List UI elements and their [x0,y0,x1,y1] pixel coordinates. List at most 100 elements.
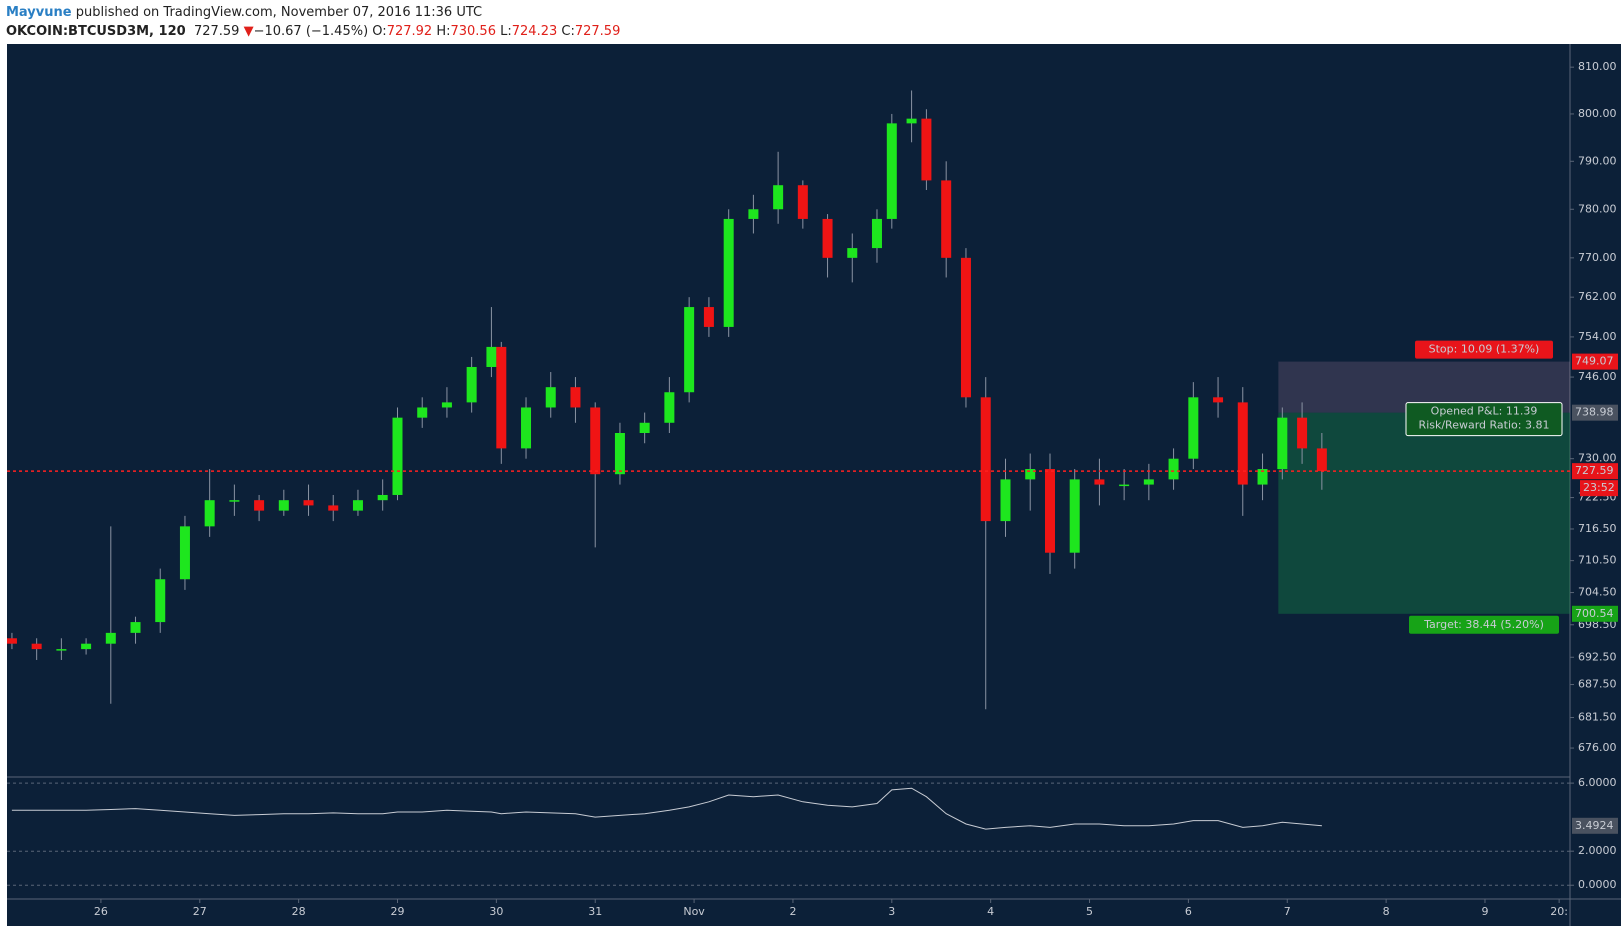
candle-body [1119,484,1130,487]
stop-label: Stop: 10.09 (1.37%) [1429,343,1540,356]
candle-body [377,494,388,501]
o-label: O: [372,24,387,39]
candle-body [352,500,363,511]
candle-body [328,505,339,511]
author[interactable]: Mayvune [6,5,72,20]
candle-body [1094,479,1105,485]
y-tick-label: 730.00 [1578,452,1617,465]
candle-body [1044,469,1055,553]
candle-body [545,387,556,408]
candle-body [1237,402,1248,485]
x-tick-label: 31 [588,905,602,918]
x-tick-label: 4 [987,905,994,918]
candle-body [773,185,784,210]
symbol: OKCOIN:BTCUSD3M, 120 [6,24,186,39]
candle-body [590,407,601,475]
target-zone [1278,412,1570,614]
candle-body [1213,397,1224,403]
candle-body [392,417,403,495]
axis-label: 738.98 [1575,406,1614,419]
y-tick-label: 710.50 [1578,554,1617,567]
last: 727.59 [193,24,240,39]
candle-body [703,307,714,327]
x-tick-label: 3 [888,905,895,918]
axis-label-bg [1572,463,1618,480]
l-label: L: [500,24,512,39]
candle-body [871,218,882,249]
axis-label-bg [1580,480,1618,497]
x-tick-label: 7 [1284,905,1291,918]
symbol-line: OKCOIN:BTCUSD3M, 120 727.59 ▼−10.67 (−1.… [6,22,620,41]
candle-body [921,118,932,181]
x-tick-label: Nov [683,905,705,918]
c-value: 727.59 [574,24,621,39]
axis-label: 749.07 [1575,355,1614,368]
y-tick-label: 687.50 [1578,678,1617,691]
candle-body [417,407,428,418]
candle-body [570,387,581,408]
pnl-label: Opened P&L: 11.39 [1431,405,1538,418]
axis-label: 700.54 [1575,607,1614,620]
x-tick-label: 2 [789,905,796,918]
l-value: 724.23 [511,24,558,39]
x-tick-label: 8 [1383,905,1390,918]
candle-body [1000,479,1011,522]
candle-body [822,218,833,258]
axis-label-bg [1572,605,1618,622]
candle-body [7,638,17,644]
x-tick-label: 26 [94,905,108,918]
candle-body [1257,469,1268,485]
candle-body [684,307,695,393]
target-label: Target: 38.44 (5.20%) [1423,618,1544,631]
candle-body [1188,397,1199,459]
publish-line: Mayvune published on TradingView.com, No… [6,3,620,22]
y2-tick-label: 6.0000 [1578,776,1617,789]
candle-body [521,407,532,449]
candle-body [155,579,166,623]
y-tick-label: 790.00 [1578,154,1617,167]
y-tick-label: 800.00 [1578,107,1617,120]
header: Mayvune published on TradingView.com, No… [6,3,620,41]
candle-body [229,500,240,502]
candle-body [748,209,759,219]
candle-body [906,118,917,124]
axis-label: 3.4924 [1575,819,1614,832]
candle-body [639,422,650,433]
indicator-line [11,787,1322,830]
candle-body [797,185,808,219]
axis-label-bg [1572,353,1618,370]
y-tick-label: 692.50 [1578,650,1617,663]
candle-body [441,402,452,408]
candle-body [886,123,897,219]
x-tick-label: 20: [1550,905,1568,918]
stop-label-bg [1415,340,1553,359]
x-tick-label: 27 [193,905,207,918]
candle-body [278,500,289,511]
candle-body [847,248,858,258]
candle-body [664,392,675,423]
candle-body [486,346,497,367]
axis-label-bg [1572,817,1618,834]
candle-body [81,643,92,650]
rr-label: Risk/Reward Ratio: 3.81 [1419,419,1550,432]
x-tick-label: 9 [1481,905,1488,918]
y-tick-label: 810.00 [1578,60,1617,73]
down-icon: ▼ [243,24,254,39]
x-tick-label: 6 [1185,905,1192,918]
y2-tick-label: 0.0000 [1578,878,1617,891]
x-tick-label: 28 [292,905,306,918]
o-value: 727.92 [386,24,433,39]
change: −10.67 (−1.45%) [253,24,369,39]
y-tick-label: 762.00 [1578,290,1617,303]
candle-body [1316,448,1327,472]
candle-body [56,649,67,651]
candle-body [179,526,190,580]
y-tick-label: 770.00 [1578,251,1617,264]
candle-body [105,632,116,644]
y-tick-label: 780.00 [1578,202,1617,215]
candle-body [941,180,952,258]
candle-body [960,257,971,398]
candle-body [1143,479,1154,485]
h-value: 730.56 [450,24,496,39]
